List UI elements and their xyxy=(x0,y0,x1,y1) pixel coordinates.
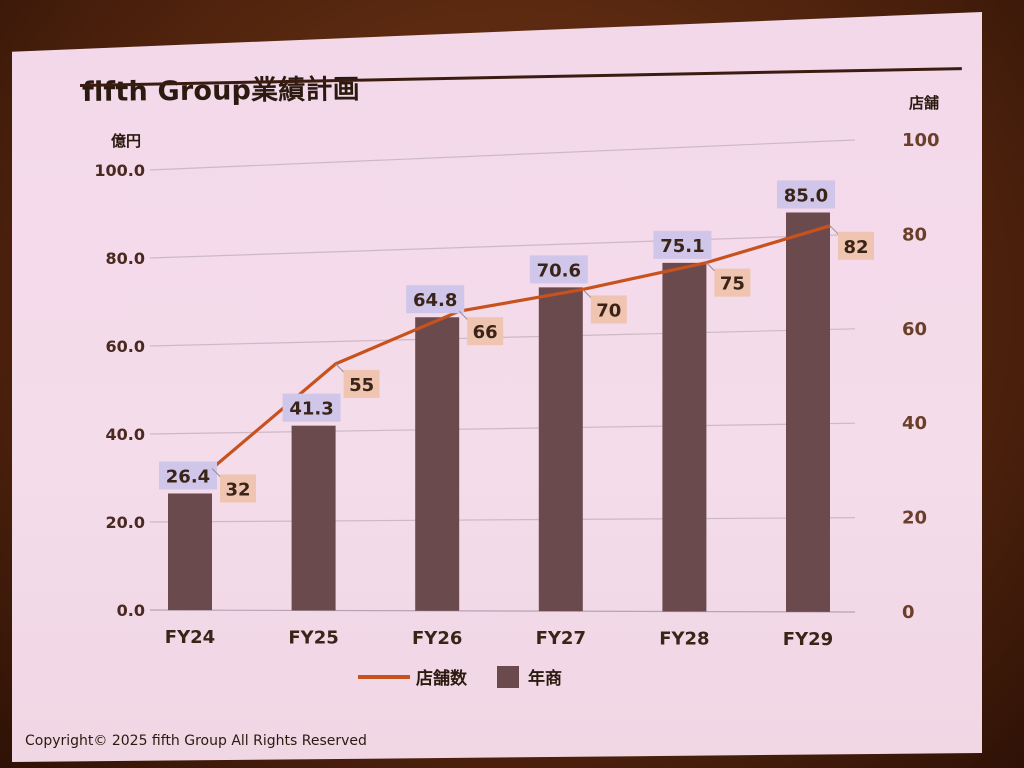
bar-series-revenue xyxy=(168,212,830,612)
stores-data-label: 75 xyxy=(720,274,745,295)
revenue-data-label: 26.4 xyxy=(166,466,210,487)
stores-data-label-bg xyxy=(467,317,504,346)
copyright-notice: Copyright© 2025 fifth Group All Rights R… xyxy=(25,733,367,749)
legend-label-revenue: 年商 xyxy=(528,668,562,689)
x-axis-tick-label: FY27 xyxy=(536,628,586,649)
gridline xyxy=(149,609,856,613)
gridline xyxy=(149,233,856,259)
left-axis-tick-label: 40.0 xyxy=(106,425,145,444)
revenue-bar xyxy=(538,287,583,612)
right-axis-tick-label: 80 xyxy=(902,224,927,245)
revenue-bar xyxy=(168,493,212,611)
gridline xyxy=(149,139,856,171)
stores-data-label-bg xyxy=(714,268,751,297)
x-axis-tick-label: FY28 xyxy=(659,629,709,650)
stores-line xyxy=(210,224,831,470)
x-axis-tick-label: FY29 xyxy=(783,629,833,650)
revenue-bar xyxy=(291,425,336,611)
revenue-data-label: 41.3 xyxy=(289,399,333,420)
x-axis-tick-label: FY25 xyxy=(288,627,338,648)
stores-data-label: 32 xyxy=(225,479,250,500)
line-series-stores xyxy=(210,224,831,470)
grid-lines xyxy=(149,139,856,613)
revenue-data-label: 70.6 xyxy=(537,260,581,281)
stores-data-label-bg xyxy=(838,231,874,260)
revenue-data-label-bg xyxy=(282,393,341,422)
right-axis-tick-label: 100 xyxy=(902,130,940,151)
legend-label-stores: 店舗数 xyxy=(416,668,468,689)
right-axis-tick-label: 0 xyxy=(902,602,915,623)
stores-data-label-bg xyxy=(343,369,380,398)
revenue-data-label: 64.8 xyxy=(413,290,457,311)
revenue-data-label-bg xyxy=(777,180,835,209)
revenue-data-label: 85.0 xyxy=(784,185,828,206)
revenue-bar xyxy=(415,317,460,611)
revenue-data-label-bg xyxy=(653,230,712,259)
stores-data-label: 82 xyxy=(843,237,868,258)
chart-legend: 店舗数 年商 xyxy=(358,666,562,689)
revenue-bar xyxy=(662,262,707,612)
revenue-data-label-bg xyxy=(406,285,465,314)
left-axis-tick-label: 100.0 xyxy=(94,161,145,180)
stores-data-label: 70 xyxy=(596,300,621,321)
left-axis-tick-label: 0.0 xyxy=(117,601,145,620)
stores-data-label-bg xyxy=(220,474,256,503)
left-axis-tick-label: 80.0 xyxy=(106,249,145,268)
x-axis-tick-label: FY26 xyxy=(412,628,462,649)
axes: 億円 店舗 0.0 20.0 40.0 60.0 80.0 100.0 0 20 40 60 80 1… xyxy=(94,94,939,650)
right-axis-tick-label: 60 xyxy=(902,319,927,340)
left-axis-tick-label: 60.0 xyxy=(106,337,145,356)
data-labels: 26.4 41.3 64.8 70.6 75.1 85.0 32 55 66 70 75 82 xyxy=(159,180,874,503)
revenue-data-label: 75.1 xyxy=(660,236,704,257)
right-axis-title: 店舗 xyxy=(909,94,939,112)
revenue-data-label-bg xyxy=(529,255,588,284)
left-axis-title: 億円 xyxy=(111,132,141,150)
stores-data-label: 55 xyxy=(349,375,374,396)
x-axis-tick-label: FY24 xyxy=(165,627,215,648)
gridline xyxy=(149,516,856,523)
stores-data-label-bg xyxy=(590,295,627,324)
right-axis-tick-label: 20 xyxy=(902,508,927,529)
revenue-bar xyxy=(786,212,830,612)
stores-data-label: 66 xyxy=(473,322,498,343)
legend-bar-swatch xyxy=(497,666,519,688)
right-axis-tick-label: 40 xyxy=(902,413,927,434)
revenue-data-label-bg xyxy=(159,461,217,490)
gridline xyxy=(149,422,856,435)
left-axis-tick-label: 20.0 xyxy=(106,513,145,532)
